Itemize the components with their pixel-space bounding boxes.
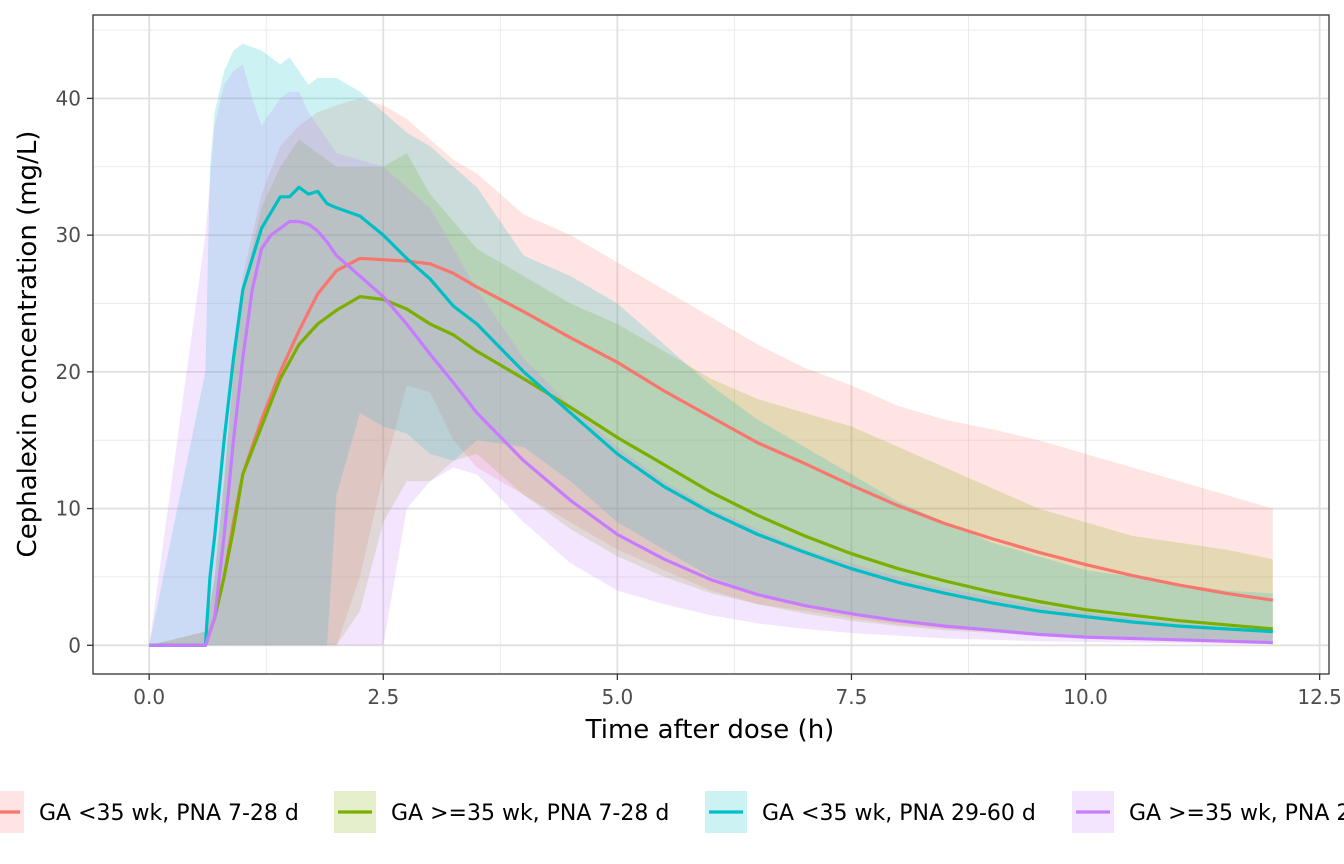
legend-item-1: GA <35 wk, PNA 7-28 d (0, 791, 299, 833)
legend-label: GA <35 wk, PNA 29-60 d (762, 801, 1036, 826)
y-axis-title: Cephalexin concentration (mg/L) (13, 131, 43, 558)
legend-label: GA >=35 wk, PNA 29-60 d (1129, 801, 1344, 826)
ribbon-band-series-3 (149, 43, 1273, 646)
legend-label: GA >=35 wk, PNA 7-28 d (391, 801, 669, 826)
ribbon-band-series-2 (149, 139, 1273, 646)
y-tick-label: 20 (56, 360, 81, 384)
grid-minor (93, 15, 1329, 674)
x-tick-label: 7.5 (836, 685, 868, 709)
x-axis-title: Time after dose (h) (585, 715, 835, 745)
y-tick-label: 30 (56, 223, 81, 247)
panel-border (92, 14, 1330, 675)
x-tick-label: 5.0 (601, 685, 633, 709)
legend-label: GA <35 wk, PNA 7-28 d (39, 801, 299, 826)
y-tick-label: 0 (68, 633, 81, 657)
line-series-4 (149, 219, 1273, 647)
x-tick-label: 0.0 (133, 685, 165, 709)
series-lines (149, 185, 1274, 647)
x-tick-label: 12.5 (1297, 685, 1342, 709)
legend-item-3: GA <35 wk, PNA 29-60 d (705, 791, 1036, 833)
legend-item-4: GA >=35 wk, PNA 29-60 d (1072, 791, 1344, 833)
y-tick-label: 10 (56, 497, 81, 521)
x-tick-label: 2.5 (367, 685, 399, 709)
legend: GA <35 wk, PNA 7-28 d GA >=35 wk, PNA 7-2… (0, 791, 1344, 833)
x-tick-label: 10.0 (1063, 685, 1108, 709)
grid-major (93, 15, 1329, 674)
ribbon-band-series-1 (149, 98, 1273, 646)
y-tick-label: 40 (56, 86, 81, 110)
ribbon-bands (149, 43, 1273, 646)
y-axis: 0 10 20 30 40 (56, 86, 93, 657)
line-series-2 (149, 295, 1273, 647)
x-axis: 0.0 2.5 5.0 7.5 10.0 12.5 (133, 674, 1342, 709)
ribbon-band-series-4 (149, 64, 1273, 646)
legend-item-2: GA >=35 wk, PNA 7-28 d (334, 791, 669, 833)
line-series-3 (149, 185, 1273, 647)
